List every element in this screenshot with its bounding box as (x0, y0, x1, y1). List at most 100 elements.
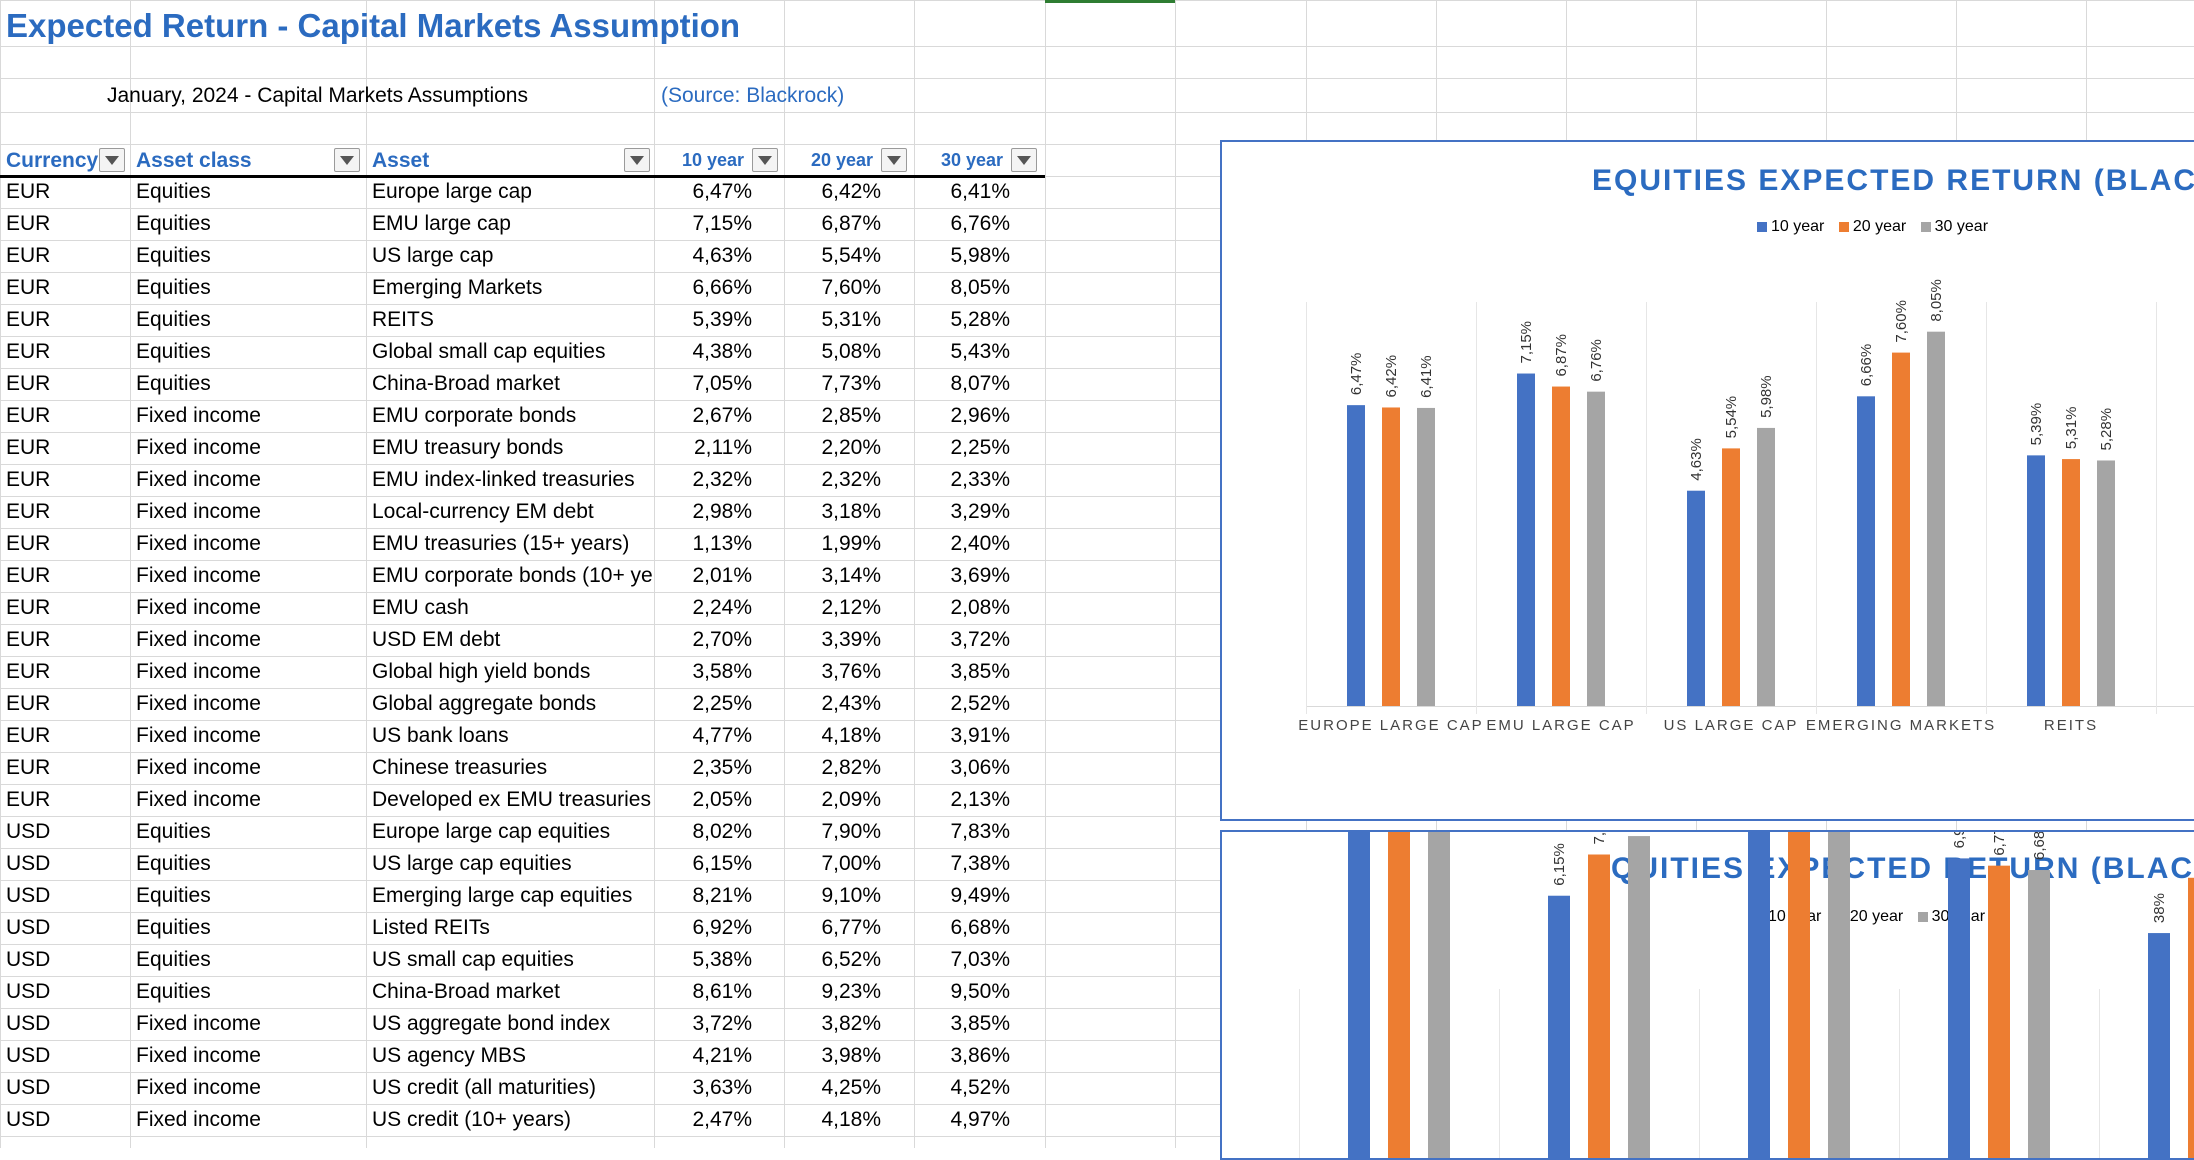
table-cell[interactable]: 2,01% (642, 560, 752, 592)
table-cell[interactable]: Equities (136, 208, 360, 240)
table-cell[interactable]: 2,25% (642, 688, 752, 720)
table-cell[interactable]: 4,18% (771, 720, 881, 752)
table-cell[interactable]: 6,92% (642, 912, 752, 944)
table-cell[interactable]: 3,69% (900, 560, 1010, 592)
table-cell[interactable]: Fixed income (136, 784, 360, 816)
table-cell[interactable]: 5,54% (771, 240, 881, 272)
table-cell[interactable]: 5,98% (900, 240, 1010, 272)
table-cell[interactable]: 1,13% (642, 528, 752, 560)
table-cell[interactable]: Fixed income (136, 432, 360, 464)
table-cell[interactable]: Fixed income (136, 720, 360, 752)
table-cell[interactable]: 7,60% (771, 272, 881, 304)
table-cell[interactable]: EMU treasury bonds (372, 432, 652, 464)
table-cell[interactable]: Fixed income (136, 1040, 360, 1072)
table-cell[interactable]: 2,40% (900, 528, 1010, 560)
table-cell[interactable]: 6,47% (642, 176, 752, 208)
table-cell[interactable]: 9,50% (900, 976, 1010, 1008)
table-cell[interactable]: 5,38% (642, 944, 752, 976)
table-cell[interactable]: EUR (6, 496, 126, 528)
table-cell[interactable]: Fixed income (136, 400, 360, 432)
table-cell[interactable]: 8,05% (900, 272, 1010, 304)
table-cell[interactable]: 4,25% (771, 1072, 881, 1104)
table-cell[interactable]: Equities (136, 912, 360, 944)
table-cell[interactable]: 3,86% (900, 1040, 1010, 1072)
table-cell[interactable]: 4,97% (900, 1104, 1010, 1136)
table-cell[interactable]: EUR (6, 400, 126, 432)
table-cell[interactable]: USD (6, 944, 126, 976)
table-cell[interactable]: 2,25% (900, 432, 1010, 464)
table-cell[interactable]: EUR (6, 208, 126, 240)
table-cell[interactable]: 8,61% (642, 976, 752, 1008)
table-cell[interactable]: Equities (136, 848, 360, 880)
table-cell[interactable]: Fixed income (136, 560, 360, 592)
table-cell[interactable]: 5,31% (771, 304, 881, 336)
table-cell[interactable]: 2,70% (642, 624, 752, 656)
table-cell[interactable]: EUR (6, 432, 126, 464)
table-cell[interactable]: USD (6, 976, 126, 1008)
table-cell[interactable]: 3,58% (642, 656, 752, 688)
table-cell[interactable]: Emerging large cap equities (372, 880, 652, 912)
table-cell[interactable]: 9,10% (771, 880, 881, 912)
sheet-subtitle[interactable]: January, 2024 - Capital Markets Assumpti… (107, 80, 528, 112)
table-cell[interactable]: Fixed income (136, 1104, 360, 1136)
filter-dropdown-icon[interactable] (334, 148, 360, 172)
table-cell[interactable]: 5,43% (900, 336, 1010, 368)
table-cell[interactable]: 2,13% (900, 784, 1010, 816)
table-cell[interactable]: EUR (6, 784, 126, 816)
table-cell[interactable]: EUR (6, 752, 126, 784)
table-cell[interactable]: Equities (136, 880, 360, 912)
sheet-title[interactable]: Expected Return - Capital Markets Assump… (6, 2, 740, 50)
table-cell[interactable]: EMU index-linked treasuries (372, 464, 652, 496)
table-cell[interactable]: EUR (6, 528, 126, 560)
table-cell[interactable]: US agency MBS (372, 1040, 652, 1072)
table-cell[interactable]: 6,42% (771, 176, 881, 208)
table-cell[interactable]: EUR (6, 304, 126, 336)
header-30-year[interactable]: 30 year (941, 144, 1013, 177)
table-cell[interactable]: Developed ex EMU treasuries (372, 784, 652, 816)
table-cell[interactable]: Fixed income (136, 528, 360, 560)
table-cell[interactable]: 2,09% (771, 784, 881, 816)
table-cell[interactable]: REITS (372, 304, 652, 336)
table-cell[interactable]: China-Broad market (372, 976, 652, 1008)
table-cell[interactable]: 3,29% (900, 496, 1010, 528)
table-cell[interactable]: US credit (all maturities) (372, 1072, 652, 1104)
table-cell[interactable]: 2,98% (642, 496, 752, 528)
table-cell[interactable]: 3,39% (771, 624, 881, 656)
table-cell[interactable]: 2,05% (642, 784, 752, 816)
table-cell[interactable]: US aggregate bond index (372, 1008, 652, 1040)
table-cell[interactable]: 4,77% (642, 720, 752, 752)
table-cell[interactable]: Equities (136, 272, 360, 304)
table-cell[interactable]: 3,18% (771, 496, 881, 528)
table-cell[interactable]: 7,05% (642, 368, 752, 400)
table-cell[interactable]: 8,07% (900, 368, 1010, 400)
table-cell[interactable]: Europe large cap (372, 176, 652, 208)
table-cell[interactable]: EUR (6, 272, 126, 304)
table-cell[interactable]: 3,85% (900, 656, 1010, 688)
table-cell[interactable]: 2,52% (900, 688, 1010, 720)
table-cell[interactable]: 5,28% (900, 304, 1010, 336)
table-cell[interactable]: 9,23% (771, 976, 881, 1008)
table-cell[interactable]: 7,00% (771, 848, 881, 880)
table-cell[interactable]: 6,15% (642, 848, 752, 880)
table-cell[interactable]: Fixed income (136, 592, 360, 624)
table-cell[interactable]: US bank loans (372, 720, 652, 752)
table-cell[interactable]: EMU corporate bonds (372, 400, 652, 432)
table-cell[interactable]: Equities (136, 816, 360, 848)
table-cell[interactable]: 6,68% (900, 912, 1010, 944)
table-cell[interactable]: US credit (10+ years) (372, 1104, 652, 1136)
table-cell[interactable]: 6,66% (642, 272, 752, 304)
table-cell[interactable]: EUR (6, 688, 126, 720)
header-asset[interactable]: Asset (372, 144, 622, 177)
table-cell[interactable]: 3,85% (900, 1008, 1010, 1040)
table-cell[interactable]: Fixed income (136, 752, 360, 784)
table-cell[interactable]: Equities (136, 176, 360, 208)
table-cell[interactable]: Equities (136, 944, 360, 976)
table-cell[interactable]: 7,15% (642, 208, 752, 240)
table-cell[interactable]: 3,72% (642, 1008, 752, 1040)
table-cell[interactable]: 6,76% (900, 208, 1010, 240)
source-note[interactable]: (Source: Blackrock) (661, 80, 844, 112)
table-cell[interactable]: 2,32% (642, 464, 752, 496)
table-cell[interactable]: 2,32% (771, 464, 881, 496)
table-cell[interactable]: 9,49% (900, 880, 1010, 912)
chart-eur-equities[interactable]: EQUITIES EXPECTED RETURN (BLACKROC 10 ye… (1220, 140, 2194, 821)
